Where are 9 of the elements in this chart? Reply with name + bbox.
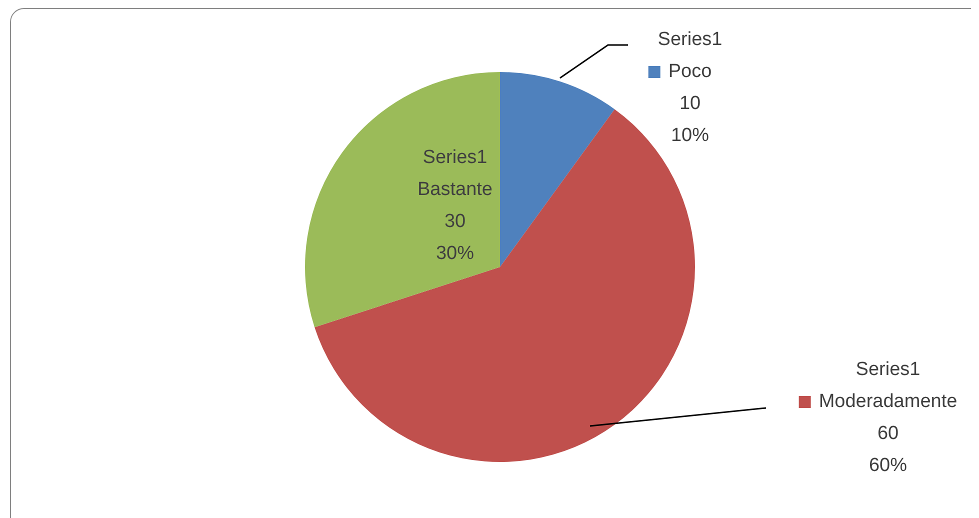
text: 30 30% [436, 211, 474, 264]
slice-label: Series1 [422, 147, 488, 168]
text: 10 10% [670, 93, 710, 146]
text: Series1 [658, 29, 722, 50]
legend-label: Poco [668, 61, 712, 82]
text: 60 60% [868, 423, 908, 476]
slice-label: Bastante [418, 179, 492, 200]
legend-label: Moderadamente [818, 391, 958, 412]
text: Series1 [856, 359, 920, 380]
